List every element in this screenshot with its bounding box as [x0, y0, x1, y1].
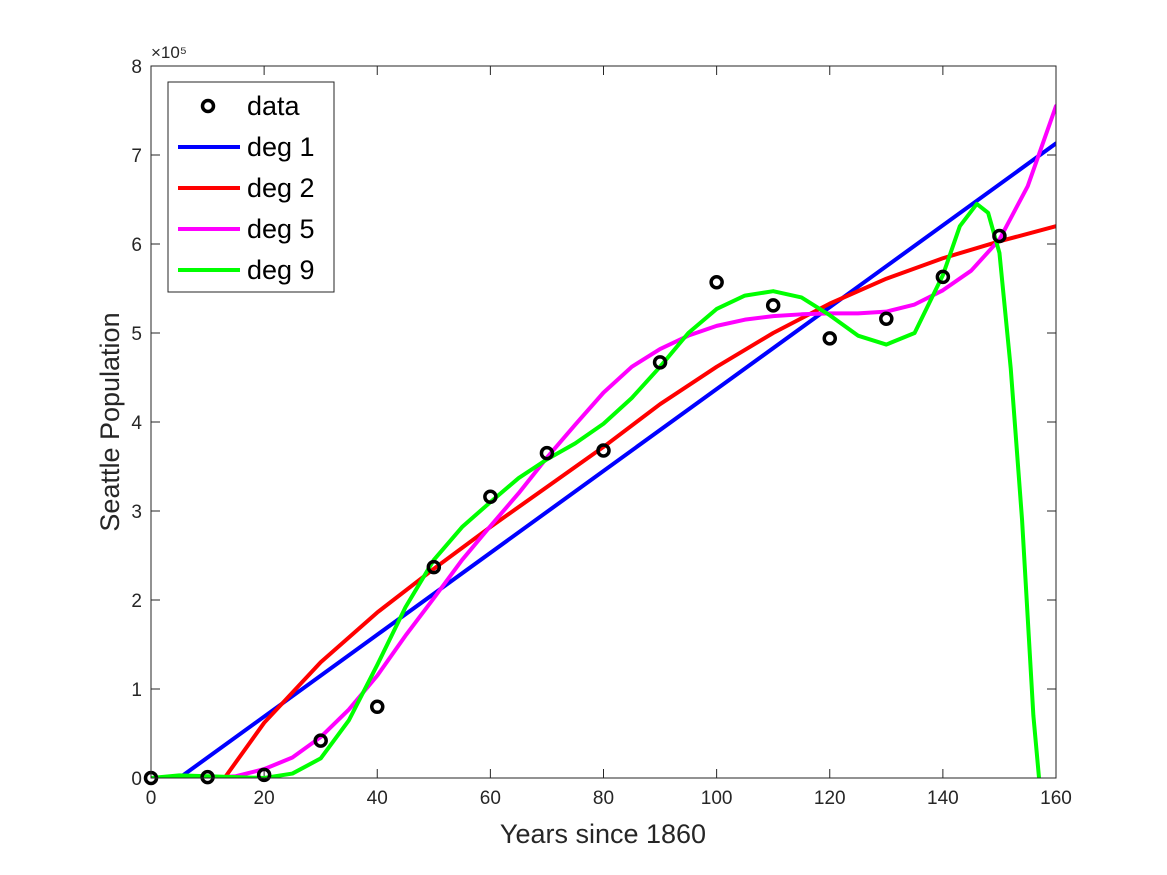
data-point — [935, 269, 951, 285]
data-point — [256, 767, 272, 783]
x-tick-label: 80 — [593, 788, 614, 809]
legend-label: deg 9 — [247, 255, 315, 285]
data-point — [200, 769, 215, 785]
y-tick-label: 5 — [131, 324, 142, 345]
y-axis-label: Seattle Population — [95, 312, 125, 531]
data-point — [370, 699, 385, 715]
data-point — [992, 228, 1007, 244]
series-line-deg-9 — [151, 201, 1042, 778]
y-tick-label: 7 — [131, 146, 142, 167]
series-line-deg-5 — [151, 104, 1056, 778]
x-tick-label: 100 — [701, 788, 733, 809]
data-point — [313, 733, 328, 748]
y-tick-label: 8 — [131, 57, 142, 78]
legend: data deg 1 deg 2 deg 5 deg 9 — [167, 81, 335, 293]
x-tick-label: 40 — [367, 788, 388, 809]
series-line-deg-2 — [151, 224, 1056, 778]
series-line-deg-1 — [151, 141, 1056, 778]
data-point — [539, 445, 555, 461]
y-tick-label: 2 — [131, 591, 142, 612]
legend-label: deg 2 — [247, 173, 315, 203]
legend-label: data — [247, 91, 301, 121]
x-axis-label: Years since 1860 — [500, 819, 706, 849]
x-tick-label: 120 — [814, 788, 846, 809]
x-tick-label: 0 — [146, 788, 157, 809]
data-point — [765, 298, 781, 313]
tick-labels: 0 20 40 60 80 100 120 140 160 0 1 2 3 4 5 6 7 8 — [131, 57, 1071, 809]
series-layer — [151, 104, 1056, 778]
x-tick-label: 20 — [254, 788, 275, 809]
y-tick-label: 0 — [131, 769, 142, 790]
y-tick-label: 6 — [131, 235, 142, 256]
y-tick-label: 4 — [131, 413, 142, 434]
x-tick-label: 140 — [927, 788, 959, 809]
legend-label: deg 5 — [247, 214, 315, 244]
x-tick-label: 60 — [480, 788, 501, 809]
data-point — [596, 443, 611, 458]
x-tick-label: 160 — [1040, 788, 1072, 809]
data-point — [483, 489, 498, 505]
y-tick-label: 3 — [131, 502, 142, 523]
data-point — [709, 275, 724, 290]
data-point — [879, 311, 894, 327]
axes-box — [150, 65, 1057, 779]
legend-label: deg 1 — [247, 132, 315, 162]
data-point — [822, 331, 837, 346]
legend-marker-data — [200, 98, 216, 114]
y-tick-label: 1 — [131, 680, 142, 701]
data-point — [426, 559, 442, 575]
y-exponent-label: ×10⁵ — [151, 43, 187, 62]
data-point — [652, 355, 668, 370]
